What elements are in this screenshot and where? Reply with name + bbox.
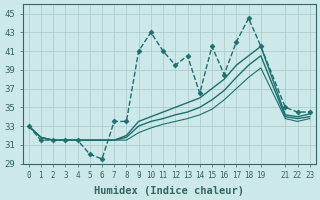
- X-axis label: Humidex (Indice chaleur): Humidex (Indice chaleur): [94, 186, 244, 196]
